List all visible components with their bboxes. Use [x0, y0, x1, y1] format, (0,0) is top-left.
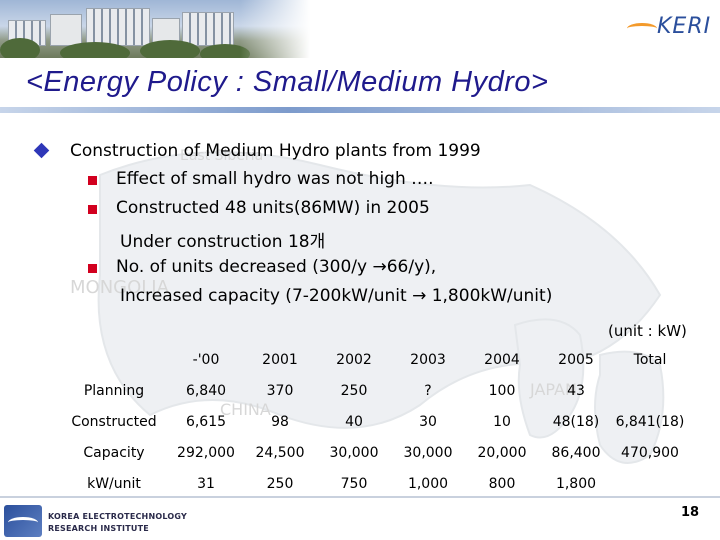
- row-label: Constructed: [71, 413, 157, 430]
- table-cell: 250: [340, 382, 368, 399]
- table-cell: 292,000: [177, 444, 235, 461]
- table-cell: 370: [266, 382, 294, 399]
- continuation-text: Increased capacity (7-200kW/unit → 1,800…: [120, 286, 553, 306]
- table-cell: 48(18): [552, 413, 600, 430]
- table-cell: 43: [567, 382, 585, 399]
- table-cell: 98: [271, 413, 289, 430]
- keri-logo: KERI: [627, 12, 710, 42]
- table-cell: 1,800: [555, 475, 597, 492]
- sub-bullet-text: Effect of small hydro was not high ….: [116, 169, 434, 189]
- table-cell: [613, 468, 687, 499]
- table-cell: 30,000: [403, 444, 453, 461]
- hydro-table: -'00 2001 2002 2003 2004 2005 Total Plan…: [59, 344, 687, 499]
- campus-photo: [0, 0, 310, 58]
- table-cell: 100: [488, 382, 516, 399]
- table-header-cell: 2002: [336, 351, 372, 368]
- table-cell: 24,500: [255, 444, 305, 461]
- square-bullet-icon: [88, 264, 97, 273]
- map-background: East Siberia MONGOLIA CHINA JAPAN: [70, 148, 665, 464]
- table-header-cell: -'00: [192, 351, 220, 368]
- table-cell: 6,615: [185, 413, 227, 430]
- row-label: kW/unit: [87, 475, 141, 492]
- title-divider: [0, 107, 720, 113]
- table-header-cell: 2005: [558, 351, 594, 368]
- table-header-cell: 2001: [262, 351, 298, 368]
- table-cell: 30,000: [329, 444, 379, 461]
- table-cell: 40: [345, 413, 363, 430]
- table-cell: 6,840: [185, 382, 227, 399]
- table-row: Planning 6,840 370 250 ? 100 43: [59, 375, 687, 406]
- table-cell: 31: [197, 475, 215, 492]
- table-cell: 250: [266, 475, 294, 492]
- sub-bullet-text: Constructed 48 units(86MW) in 2005: [116, 198, 430, 218]
- table-header-cell: [59, 344, 169, 375]
- table-row: Capacity 292,000 24,500 30,000 30,000 20…: [59, 437, 687, 468]
- table-cell: [613, 375, 687, 406]
- row-label: Planning: [83, 382, 145, 399]
- footer-logo: KOREA ELECTROTECHNOLOGY RESEARCH INSTITU…: [4, 505, 194, 537]
- org-name-line1: KOREA ELECTROTECHNOLOGY: [48, 512, 187, 521]
- diamond-bullet-icon: [33, 142, 50, 159]
- square-bullet-icon: [88, 176, 97, 185]
- table-cell: 86,400: [551, 444, 601, 461]
- map-label-china: CHINA: [220, 400, 271, 419]
- table-header-cell: 2004: [484, 351, 520, 368]
- map-label-mongolia: MONGOLIA: [70, 277, 170, 298]
- swoosh-icon: [627, 23, 657, 34]
- table-cell: 1,000: [407, 475, 449, 492]
- logo-text: KERI: [657, 14, 712, 39]
- row-label: Capacity: [83, 444, 145, 461]
- table-row: Constructed 6,615 98 40 30 10 48(18) 6,8…: [59, 406, 687, 437]
- page-number: 18: [681, 505, 700, 520]
- main-bullet-text: Construction of Medium Hydro plants from…: [70, 141, 481, 161]
- table-header-row: -'00 2001 2002 2003 2004 2005 Total: [59, 344, 687, 375]
- continuation-text: Under construction 18개: [120, 232, 326, 252]
- sub-bullet-text: No. of units decreased (300/y →66/y),: [116, 257, 437, 277]
- footer-divider: [0, 496, 720, 498]
- map-label-east-siberia: East Siberia: [180, 148, 263, 164]
- table-cell: 800: [488, 475, 516, 492]
- table-cell: 30: [419, 413, 437, 430]
- table-header-cell: Total: [633, 351, 667, 368]
- org-name-line2: RESEARCH INSTITUTE: [48, 524, 149, 533]
- table-cell: 20,000: [477, 444, 527, 461]
- square-bullet-icon: [88, 205, 97, 214]
- table-cell: 470,900: [621, 444, 679, 461]
- institute-emblem-icon: [4, 505, 42, 537]
- table-row: kW/unit 31 250 750 1,000 800 1,800: [59, 468, 687, 499]
- table-cell: ?: [424, 382, 432, 399]
- table-cell: 10: [493, 413, 511, 430]
- table-cell: 750: [340, 475, 368, 492]
- table-header-cell: 2003: [410, 351, 446, 368]
- table-cell: 6,841(18): [615, 413, 685, 430]
- unit-label: (unit : kW): [608, 322, 687, 340]
- slide-title: <Energy Policy : Small/Medium Hydro>: [26, 66, 549, 98]
- map-label-japan: JAPAN: [529, 380, 577, 399]
